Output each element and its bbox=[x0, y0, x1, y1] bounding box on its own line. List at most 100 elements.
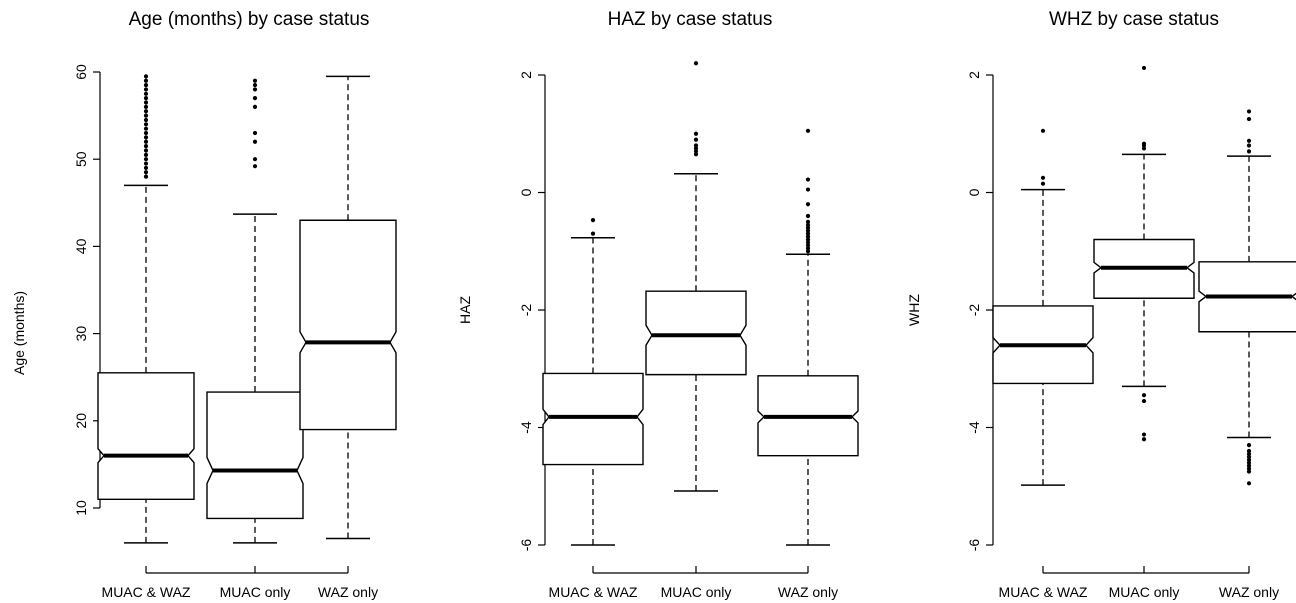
outlier-point bbox=[143, 139, 149, 144]
outlier-point bbox=[143, 91, 149, 96]
outlier-point bbox=[143, 157, 149, 162]
outlier-point bbox=[1246, 454, 1252, 459]
y-tick-label: 0 bbox=[518, 188, 534, 196]
outlier-point bbox=[143, 126, 149, 131]
outlier-point bbox=[1141, 65, 1147, 71]
outlier-point bbox=[143, 170, 149, 175]
outlier-point bbox=[1040, 175, 1046, 180]
outlier-point bbox=[1141, 146, 1147, 151]
outlier-point bbox=[1141, 141, 1147, 146]
outlier-point bbox=[143, 135, 149, 140]
outlier-point bbox=[805, 128, 811, 133]
outlier-point bbox=[252, 104, 258, 109]
outlier-point bbox=[1246, 138, 1252, 143]
y-tick-label: -4 bbox=[518, 421, 534, 434]
outlier-point bbox=[143, 82, 149, 88]
x-tick-label: MUAC & WAZ bbox=[549, 584, 638, 600]
y-tick-label: 50 bbox=[73, 151, 89, 167]
outlier-point bbox=[1040, 181, 1046, 186]
panel-title: HAZ by case status bbox=[608, 9, 773, 30]
outlier-point bbox=[143, 165, 149, 171]
outlier-point bbox=[1246, 443, 1252, 448]
outlier-point bbox=[1246, 460, 1252, 465]
outlier-point bbox=[693, 61, 699, 66]
outlier-point bbox=[805, 177, 811, 182]
panel-whz: WHZ by case status WHZ -6 -4 -2 0 2 MUAC & WA… bbox=[906, 9, 1296, 600]
plot-area: -6 -4 -2 0 2 MUAC & WAZ MUAC only WAZ only bbox=[966, 65, 1296, 600]
outlier-point bbox=[693, 152, 699, 157]
outlier-point bbox=[693, 131, 699, 136]
outlier-point bbox=[1141, 432, 1147, 437]
outlier-point bbox=[805, 231, 811, 236]
box-group bbox=[1093, 65, 1195, 442]
plot-area: 10 20 30 40 50 60 MUAC & WAZ MUAC only WAZ only bbox=[73, 64, 397, 600]
outlier-point bbox=[143, 96, 149, 101]
box-group bbox=[97, 74, 195, 544]
outlier-point bbox=[805, 249, 811, 254]
outlier-point bbox=[590, 218, 596, 223]
outlier-point bbox=[590, 231, 596, 236]
y-axis-label: WHZ bbox=[906, 294, 922, 326]
outlier-point bbox=[143, 104, 149, 109]
outlier-point bbox=[1246, 481, 1252, 486]
box-body bbox=[206, 391, 304, 520]
x-tick-label: MUAC only bbox=[220, 584, 291, 600]
outlier-point bbox=[805, 213, 811, 219]
outlier-point bbox=[1246, 451, 1252, 457]
x-tick-label: MUAC only bbox=[1109, 584, 1180, 600]
outlier-point bbox=[693, 143, 699, 148]
box-group bbox=[206, 78, 304, 544]
outlier-point bbox=[252, 87, 258, 92]
outlier-point bbox=[143, 109, 149, 114]
outlier-point bbox=[1246, 469, 1252, 474]
outlier-point bbox=[143, 122, 149, 127]
outlier-point bbox=[1141, 398, 1147, 404]
outlier-point bbox=[1141, 437, 1147, 442]
outlier-point bbox=[252, 164, 258, 169]
panel-title: Age (months) by case status bbox=[129, 9, 370, 30]
outlier-point bbox=[252, 78, 258, 83]
box-group bbox=[645, 61, 747, 492]
box-body bbox=[542, 372, 644, 466]
outlier-point bbox=[252, 82, 258, 88]
outlier-point bbox=[1246, 448, 1252, 454]
y-tick-label: 0 bbox=[966, 188, 982, 196]
outlier-point bbox=[805, 202, 811, 207]
box-group bbox=[757, 128, 859, 546]
outlier-point bbox=[805, 228, 811, 233]
outlier-point bbox=[143, 74, 149, 79]
outlier-point bbox=[805, 187, 811, 192]
y-tick-label: 30 bbox=[73, 326, 89, 342]
y-tick-label: 60 bbox=[73, 64, 89, 80]
outlier-point bbox=[805, 219, 811, 224]
outlier-point bbox=[252, 96, 258, 101]
box-group bbox=[299, 75, 397, 540]
outlier-point bbox=[1246, 143, 1252, 148]
panel-title: WHZ by case status bbox=[1049, 9, 1219, 30]
y-tick-label: -4 bbox=[966, 421, 982, 434]
x-tick-label: MUAC only bbox=[661, 584, 732, 600]
outlier-point bbox=[1246, 116, 1252, 122]
outlier-point bbox=[805, 222, 811, 227]
box-group bbox=[542, 218, 644, 546]
outlier-point bbox=[143, 152, 149, 157]
box-body bbox=[299, 219, 397, 431]
outlier-point bbox=[805, 243, 811, 248]
box-group bbox=[1198, 109, 1296, 486]
x-tick-label: MUAC & WAZ bbox=[999, 584, 1088, 600]
x-tick-label: MUAC & WAZ bbox=[102, 584, 191, 600]
y-tick-label: -2 bbox=[518, 304, 534, 317]
y-tick-label: 40 bbox=[73, 238, 89, 254]
outlier-point bbox=[252, 139, 258, 144]
outlier-point bbox=[805, 234, 811, 239]
y-tick-label: 2 bbox=[518, 71, 534, 79]
outlier-point bbox=[1141, 393, 1147, 398]
outlier-point bbox=[252, 130, 258, 136]
outlier-point bbox=[1246, 109, 1252, 114]
x-tick-label: WAZ only bbox=[1219, 584, 1279, 600]
outlier-point bbox=[143, 148, 149, 153]
outlier-point bbox=[1246, 466, 1252, 471]
outlier-point bbox=[252, 157, 258, 162]
outlier-point bbox=[143, 130, 149, 136]
